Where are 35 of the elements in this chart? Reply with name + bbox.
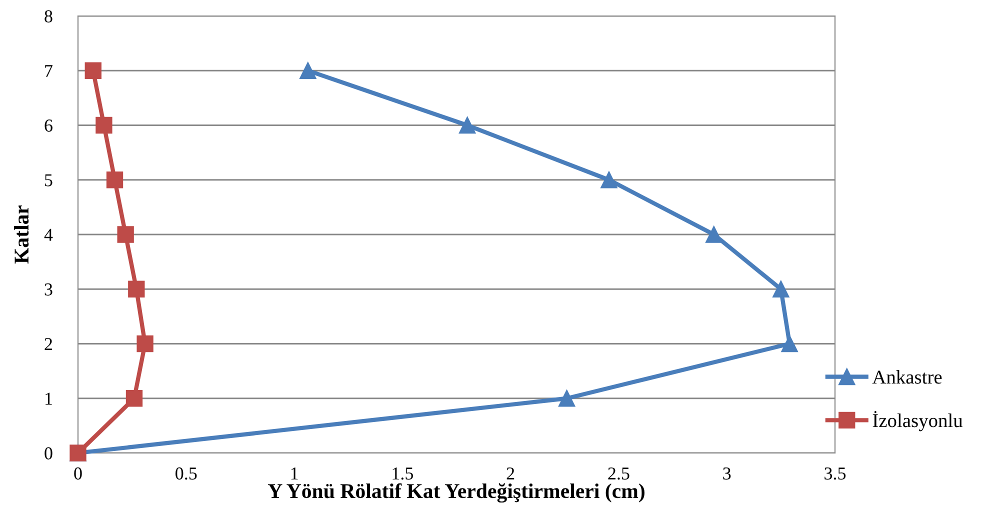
y-tick-label: 8 — [44, 10, 52, 22]
x-tick-label: 1.5 — [392, 468, 414, 480]
point — [106, 172, 124, 188]
x-tick-label: 3.5 — [824, 467, 846, 480]
point — [126, 390, 143, 407]
x-tick-label: 2 — [506, 467, 514, 480]
point — [772, 280, 790, 298]
y-tick-label: 2 — [44, 338, 52, 350]
x-tick-label: 3 — [723, 467, 731, 480]
point — [300, 62, 316, 79]
y-tick-label: 0 — [44, 447, 52, 460]
legend-label: İzolasyonlu — [872, 411, 963, 432]
point — [117, 226, 134, 243]
point — [558, 390, 576, 407]
x-axis-title: Y Yönü Rölatif Kat Yerdeğiştirmeleri (cm) — [268, 483, 644, 503]
point — [781, 335, 798, 352]
point — [706, 226, 722, 243]
y-tick-label: 3 — [44, 283, 52, 296]
y-axis-title: Katlar — [14, 205, 29, 264]
y-tick-label: 6 — [44, 120, 52, 132]
point — [136, 335, 154, 352]
point — [96, 116, 112, 134]
x-tick-label: 1 — [291, 468, 298, 480]
point — [84, 62, 102, 79]
y-tick-label: 1 — [46, 392, 52, 405]
y-tick-label: 7 — [45, 65, 52, 77]
y-tick-label: 5 — [45, 174, 52, 186]
point — [600, 172, 618, 188]
point — [128, 280, 145, 298]
x-tick-label: 0 — [74, 467, 82, 480]
x-tick-label: 2.5 — [608, 467, 630, 480]
y-tick-label: 4 — [44, 228, 53, 241]
x-tick-label: 0.5 — [176, 467, 197, 480]
point — [458, 116, 476, 134]
legend-label: Ankastre — [872, 370, 942, 384]
